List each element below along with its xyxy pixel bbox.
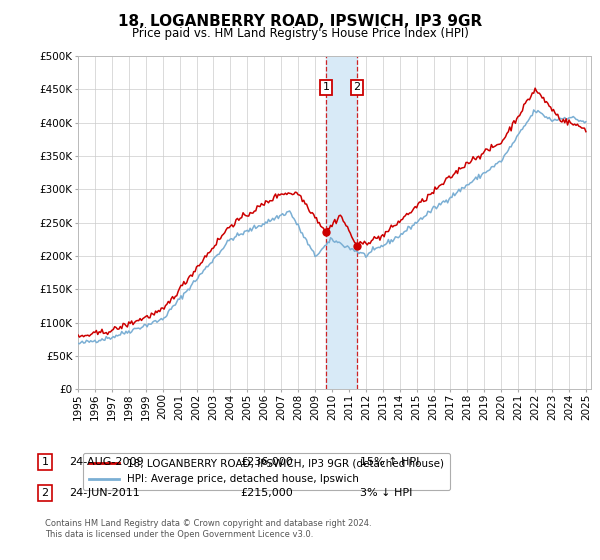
Text: 18, LOGANBERRY ROAD, IPSWICH, IP3 9GR: 18, LOGANBERRY ROAD, IPSWICH, IP3 9GR — [118, 14, 482, 29]
Text: 1: 1 — [323, 82, 329, 92]
Text: £215,000: £215,000 — [240, 488, 293, 498]
Text: Price paid vs. HM Land Registry's House Price Index (HPI): Price paid vs. HM Land Registry's House … — [131, 27, 469, 40]
Text: 24-AUG-2009: 24-AUG-2009 — [69, 457, 143, 467]
Text: 3% ↓ HPI: 3% ↓ HPI — [360, 488, 412, 498]
Text: 24-JUN-2011: 24-JUN-2011 — [69, 488, 140, 498]
Text: 2: 2 — [41, 488, 49, 498]
Text: 15% ↑ HPI: 15% ↑ HPI — [360, 457, 419, 467]
Bar — [326, 56, 357, 389]
Text: 1: 1 — [41, 457, 49, 467]
Text: £236,000: £236,000 — [240, 457, 293, 467]
Legend: 18, LOGANBERRY ROAD, IPSWICH, IP3 9GR (detached house), HPI: Average price, deta: 18, LOGANBERRY ROAD, IPSWICH, IP3 9GR (d… — [83, 452, 450, 491]
Text: Contains HM Land Registry data © Crown copyright and database right 2024.
This d: Contains HM Land Registry data © Crown c… — [45, 520, 371, 539]
Text: 2: 2 — [353, 82, 361, 92]
